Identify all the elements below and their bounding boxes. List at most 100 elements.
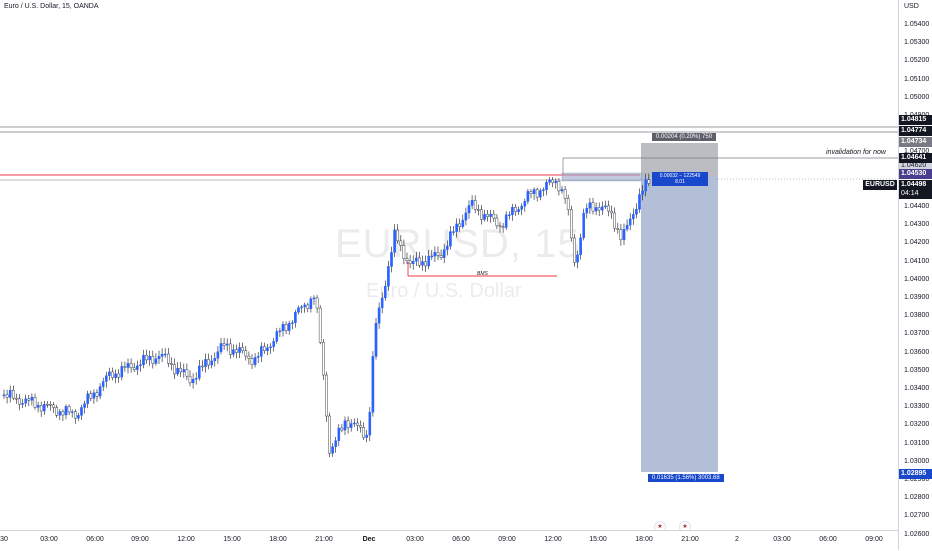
candle-bear bbox=[228, 343, 232, 355]
candle-bull bbox=[601, 206, 604, 211]
candle-bear bbox=[597, 207, 601, 211]
middle-measure-label: 0.00032 − 122549 8.01 bbox=[652, 172, 708, 186]
candle-bull bbox=[455, 223, 458, 232]
time-tick-label: 09:00 bbox=[131, 536, 149, 543]
invalidation-label[interactable]: invalidation for now bbox=[826, 149, 886, 156]
candle-bull bbox=[433, 252, 437, 257]
time-tick-label: 15:00 bbox=[223, 536, 241, 543]
candlestick-chart[interactable] bbox=[0, 0, 898, 530]
candle-bear bbox=[11, 390, 15, 399]
candle-bear bbox=[263, 346, 266, 351]
candle-bull bbox=[368, 412, 372, 436]
candle-bull bbox=[390, 252, 393, 267]
price-tick-label: 1.04000 bbox=[904, 275, 930, 283]
candle-bear bbox=[396, 229, 400, 242]
candle-bear bbox=[346, 420, 350, 428]
time-tick-label: Dec bbox=[362, 536, 376, 543]
candle-bull bbox=[461, 219, 465, 227]
candle-bear bbox=[408, 260, 412, 264]
price-tick-label: 1.03800 bbox=[904, 312, 930, 320]
price-tag-entry: 1.04530 bbox=[899, 169, 932, 179]
time-tick-label: 09:00 bbox=[498, 536, 516, 543]
candle-bull bbox=[520, 205, 523, 210]
upper-measure-label: 0.00204 (0.20%) 750 bbox=[652, 133, 717, 141]
candle-bull bbox=[588, 202, 592, 209]
candle-bull bbox=[8, 390, 12, 398]
candle-bull bbox=[604, 205, 607, 208]
candle-bull bbox=[641, 190, 644, 195]
candle-bull bbox=[470, 200, 474, 206]
candle-bull bbox=[135, 365, 139, 370]
candle-bull bbox=[594, 207, 598, 212]
candle-bear bbox=[424, 261, 427, 267]
candle-bear bbox=[405, 258, 409, 262]
candle-bear bbox=[616, 228, 620, 230]
candle-bull bbox=[142, 355, 145, 366]
candle-bear bbox=[477, 209, 480, 211]
candle-bull bbox=[232, 349, 235, 355]
candle-bull bbox=[353, 422, 356, 425]
price-tick-label: 1.03200 bbox=[904, 421, 930, 429]
price-tag-stop: 1.02895 bbox=[899, 469, 932, 479]
price-tick-label: 1.05200 bbox=[904, 57, 930, 65]
candle-bear bbox=[49, 404, 52, 406]
us-flag-icon[interactable]: ★ bbox=[679, 521, 691, 530]
price-tick-label: 1.05400 bbox=[904, 21, 930, 28]
time-tick-label: 06:00 bbox=[452, 536, 470, 543]
candle-bear bbox=[5, 394, 9, 398]
chart-symbol-title[interactable]: Euro / U.S. Dollar, 15, OANDA bbox=[4, 3, 99, 10]
chart-area[interactable]: EURUSD, 15 Euro / U.S. Dollar Euro / U.S… bbox=[0, 0, 898, 530]
candle-bear bbox=[436, 252, 440, 256]
candle-bull bbox=[380, 297, 384, 309]
candle-bear bbox=[356, 422, 359, 426]
time-tick-label: 12:00 bbox=[544, 536, 562, 543]
candle-bull bbox=[21, 403, 24, 405]
candle-bull bbox=[343, 420, 347, 431]
candle-bear bbox=[244, 350, 248, 357]
price-tick-label: 1.03700 bbox=[904, 330, 930, 338]
candle-bear bbox=[566, 198, 570, 210]
candle-bear bbox=[117, 373, 120, 378]
candle-bull bbox=[635, 209, 638, 215]
target-zone bbox=[641, 143, 718, 176]
candle-bear bbox=[362, 427, 365, 438]
candle-bear bbox=[52, 404, 55, 408]
candle-bull bbox=[219, 343, 223, 352]
symbol-tag: EURUSD bbox=[863, 180, 897, 190]
candle-bull bbox=[384, 285, 387, 299]
candle-bull bbox=[427, 255, 431, 267]
candle-bear bbox=[15, 397, 18, 400]
candle-bear bbox=[67, 406, 71, 413]
candle-bull bbox=[517, 209, 520, 212]
candle-bear bbox=[498, 225, 502, 227]
us-flag-icon[interactable]: ★ bbox=[654, 521, 666, 530]
time-tick-label: 30 bbox=[0, 536, 8, 543]
candle-bear bbox=[480, 209, 483, 220]
candle-bear bbox=[241, 347, 245, 351]
candle-bull bbox=[225, 343, 229, 346]
candle-bull bbox=[452, 231, 455, 233]
price-axis[interactable]: USD 1.05400 1.05300 1.05200 1.05100 1.05000 1… bbox=[898, 0, 932, 550]
candle-bull bbox=[585, 207, 589, 214]
price-tick-label: 1.05100 bbox=[904, 75, 930, 83]
candle-bear bbox=[495, 217, 499, 226]
price-tag-target: 1.04734 bbox=[899, 137, 932, 147]
candle-bull bbox=[442, 249, 446, 258]
candle-bear bbox=[418, 257, 421, 266]
price-tick-label: 1.04200 bbox=[904, 239, 930, 247]
candle-bull bbox=[58, 411, 62, 416]
candle-bull bbox=[430, 255, 434, 258]
candle-bull bbox=[579, 237, 582, 255]
candle-bear bbox=[340, 427, 344, 431]
position-zone bbox=[641, 176, 718, 472]
bms-label[interactable]: BMS bbox=[477, 271, 488, 277]
candle-bear bbox=[492, 213, 496, 219]
candle-bull bbox=[108, 371, 111, 376]
time-axis[interactable]: 30 03:00 06:00 09:00 12:00 15:00 18:00 21:00 Dec… bbox=[0, 530, 898, 551]
candle-bull bbox=[24, 398, 28, 404]
candle-bear bbox=[129, 363, 133, 369]
candle-bull bbox=[260, 346, 263, 357]
price-tick-label: 1.05000 bbox=[904, 93, 930, 101]
candle-bear bbox=[573, 237, 576, 263]
price-tick-label: 1.05300 bbox=[904, 39, 930, 47]
